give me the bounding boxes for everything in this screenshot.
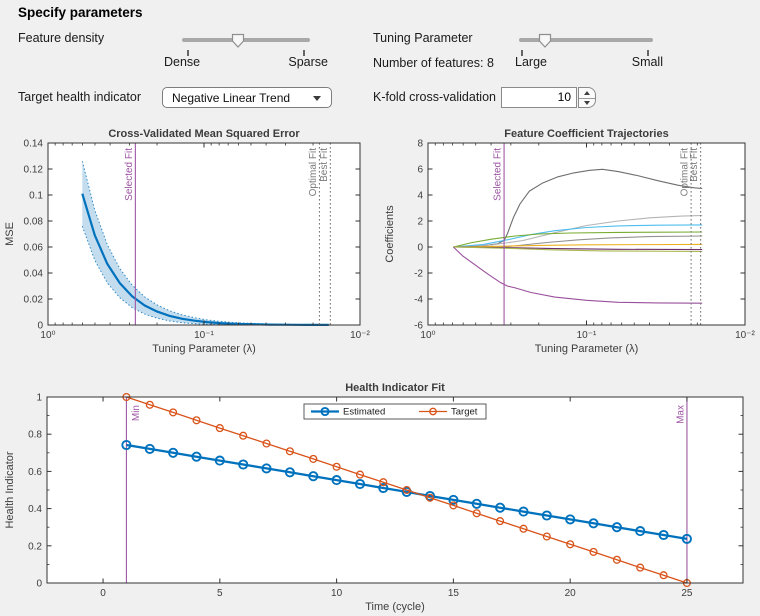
svg-text:15: 15 bbox=[448, 588, 460, 599]
svg-text:10⁻¹: 10⁻¹ bbox=[194, 330, 214, 341]
kfold-increment-button[interactable] bbox=[579, 88, 595, 99]
svg-text:Best Fit: Best Fit bbox=[689, 148, 700, 182]
svg-text:Optimal Fit: Optimal Fit bbox=[680, 148, 691, 197]
svg-text:Max: Max bbox=[675, 405, 686, 424]
svg-text:Selected Fit: Selected Fit bbox=[124, 148, 135, 201]
target-health-indicator-value: Negative Linear Trend bbox=[172, 91, 291, 105]
feature-density-slider[interactable] bbox=[182, 33, 310, 56]
svg-text:0.2: 0.2 bbox=[28, 541, 42, 552]
feature-density-slider-labels: Dense Sparse bbox=[164, 55, 328, 69]
svg-text:Target: Target bbox=[451, 407, 478, 418]
svg-text:0: 0 bbox=[36, 579, 42, 590]
svg-text:Coefficients: Coefficients bbox=[384, 205, 396, 263]
tuning-parameter-slider-labels: Large Small bbox=[515, 55, 663, 69]
svg-text:0.14: 0.14 bbox=[24, 139, 44, 150]
svg-text:Cross-Validated Mean Squared E: Cross-Validated Mean Squared Error bbox=[108, 128, 300, 140]
svg-text:10⁻²: 10⁻² bbox=[735, 330, 755, 341]
chevron-down-icon bbox=[313, 96, 321, 101]
svg-text:10⁰: 10⁰ bbox=[420, 330, 435, 341]
feature-density-max-label: Sparse bbox=[288, 55, 328, 69]
svg-text:0.6: 0.6 bbox=[28, 467, 42, 478]
svg-text:0.4: 0.4 bbox=[28, 504, 42, 515]
slider-tick bbox=[187, 50, 189, 56]
svg-text:0.8: 0.8 bbox=[28, 430, 42, 441]
svg-text:25: 25 bbox=[681, 588, 693, 599]
svg-text:0.02: 0.02 bbox=[24, 295, 44, 306]
kfold-stepper[interactable] bbox=[578, 87, 596, 108]
svg-text:0.06: 0.06 bbox=[24, 243, 44, 254]
feature-density-label: Feature density bbox=[18, 31, 105, 45]
svg-text:-2: -2 bbox=[414, 269, 423, 280]
slider-tick bbox=[521, 50, 523, 56]
kfold-decrement-button[interactable] bbox=[579, 99, 595, 109]
feature-density-min-label: Dense bbox=[164, 55, 201, 69]
svg-text:4: 4 bbox=[417, 191, 423, 202]
svg-text:Min: Min bbox=[131, 405, 142, 421]
svg-text:0.08: 0.08 bbox=[24, 217, 44, 228]
target-health-indicator-label: Target health indicator bbox=[18, 90, 141, 104]
page-title: Specify parameters bbox=[18, 5, 143, 20]
svg-text:0: 0 bbox=[100, 588, 106, 599]
svg-text:Tuning Parameter (λ): Tuning Parameter (λ) bbox=[535, 343, 639, 355]
svg-text:Time (cycle): Time (cycle) bbox=[365, 601, 424, 613]
kfold-label: K-fold cross-validation bbox=[373, 90, 496, 104]
svg-text:Optimal Fit: Optimal Fit bbox=[308, 148, 319, 197]
svg-text:Health Indicator Fit: Health Indicator Fit bbox=[345, 382, 445, 394]
svg-text:10: 10 bbox=[331, 588, 343, 599]
feature-density-slider-track[interactable] bbox=[182, 38, 310, 42]
svg-text:6: 6 bbox=[417, 165, 423, 176]
svg-text:Selected Fit: Selected Fit bbox=[493, 148, 504, 201]
svg-text:Health Indicator: Health Indicator bbox=[4, 451, 16, 528]
svg-text:Estimated: Estimated bbox=[343, 407, 385, 418]
svg-text:MSE: MSE bbox=[4, 222, 16, 246]
chart-mse: Selected Fit Optimal Fit Best Fit 10⁰ 10⁻¹ 10… bbox=[4, 128, 371, 355]
tuning-parameter-max-label: Small bbox=[631, 55, 663, 69]
svg-text:-4: -4 bbox=[414, 295, 423, 306]
svg-text:Tuning Parameter (λ): Tuning Parameter (λ) bbox=[152, 343, 256, 355]
svg-text:10⁻¹: 10⁻¹ bbox=[577, 330, 597, 341]
svg-text:10⁻²: 10⁻² bbox=[350, 330, 370, 341]
slider-tick bbox=[303, 50, 305, 56]
tuning-parameter-slider-thumb[interactable] bbox=[538, 33, 552, 49]
chart-health: Min Max 0 5 10 15 20 25 0 0.2 0.4 0.6 0.8 1 Health Ind… bbox=[4, 382, 744, 613]
svg-text:10⁰: 10⁰ bbox=[40, 330, 55, 341]
svg-text:-6: -6 bbox=[414, 321, 423, 332]
tuning-parameter-slider-track[interactable] bbox=[519, 38, 653, 42]
svg-text:20: 20 bbox=[565, 588, 577, 599]
svg-text:0.04: 0.04 bbox=[24, 269, 44, 280]
svg-text:0.12: 0.12 bbox=[24, 165, 44, 176]
number-of-features-text: Number of features: 8 bbox=[373, 56, 494, 70]
svg-text:1: 1 bbox=[36, 393, 42, 404]
arrow-up-icon bbox=[584, 90, 590, 95]
svg-text:8: 8 bbox=[417, 139, 423, 150]
slider-tick bbox=[647, 50, 649, 56]
tuning-parameter-slider[interactable] bbox=[519, 33, 653, 56]
tuning-parameter-min-label: Large bbox=[515, 55, 547, 69]
tuning-parameter-label: Tuning Parameter bbox=[373, 31, 473, 45]
svg-text:0.1: 0.1 bbox=[29, 191, 43, 202]
svg-text:2: 2 bbox=[417, 217, 423, 228]
svg-text:Feature Coefficient Trajectori: Feature Coefficient Trajectories bbox=[504, 128, 668, 140]
kfold-value-field[interactable]: 10 bbox=[501, 87, 577, 108]
feature-density-slider-thumb[interactable] bbox=[231, 33, 245, 49]
svg-text:0: 0 bbox=[417, 243, 423, 254]
arrow-down-icon bbox=[584, 101, 590, 106]
svg-text:Best Fit: Best Fit bbox=[319, 148, 330, 182]
target-health-indicator-dropdown[interactable]: Negative Linear Trend bbox=[162, 87, 332, 108]
svg-text:5: 5 bbox=[217, 588, 223, 599]
svg-text:0: 0 bbox=[37, 321, 43, 332]
